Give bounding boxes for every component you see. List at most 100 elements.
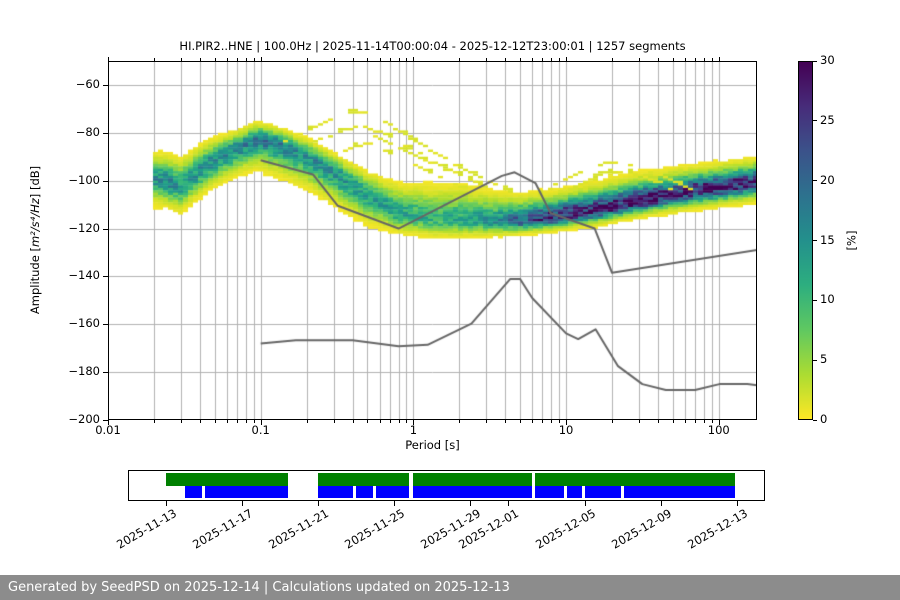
y-tick-label: −140 bbox=[68, 268, 100, 283]
x-tick-label: 0.01 bbox=[95, 423, 121, 437]
station-epoch-segment bbox=[535, 473, 735, 486]
y-tick-label: −100 bbox=[68, 172, 100, 187]
plot-title: HI.PIR2..HNE | 100.0Hz | 2025-11-14T00:0… bbox=[179, 39, 686, 53]
x-minor-tick bbox=[406, 420, 407, 423]
station-epoch-segment bbox=[317, 473, 410, 486]
x-major-tick bbox=[261, 420, 262, 425]
data-coverage-segment bbox=[205, 486, 288, 498]
x-tick-label: 0.1 bbox=[251, 423, 270, 437]
timeline-date-label: 2025-12-09 bbox=[608, 506, 674, 552]
timeline-tick bbox=[470, 501, 471, 506]
x-minor-tick-top bbox=[200, 58, 201, 61]
x-minor-tick-top bbox=[406, 58, 407, 61]
colorbar-tick-label: 25 bbox=[820, 112, 835, 127]
x-minor-tick bbox=[486, 420, 487, 423]
x-minor-tick-top bbox=[459, 58, 460, 61]
x-minor-tick bbox=[181, 420, 182, 423]
y-tick bbox=[103, 229, 108, 230]
x-minor-tick-top bbox=[673, 58, 674, 61]
x-minor-tick bbox=[695, 420, 696, 423]
x-minor-tick bbox=[154, 420, 155, 423]
x-minor-tick bbox=[399, 420, 400, 423]
timeline-box bbox=[128, 470, 765, 501]
x-minor-tick-top bbox=[246, 58, 247, 61]
y-tick-label: −200 bbox=[68, 412, 100, 426]
x-minor-tick bbox=[551, 420, 552, 423]
x-minor-tick-top bbox=[542, 58, 543, 61]
x-minor-tick bbox=[639, 420, 640, 423]
y-tick bbox=[103, 85, 108, 86]
colorbar-tick-label: 10 bbox=[820, 292, 835, 307]
ppsd-heatmap-canvas bbox=[108, 61, 757, 420]
timeline-tick bbox=[737, 501, 738, 506]
x-minor-tick-top bbox=[154, 58, 155, 61]
x-major-tick-top bbox=[108, 57, 109, 61]
timeline-date-label: 2025-11-17 bbox=[189, 506, 255, 552]
y-tick bbox=[103, 181, 108, 182]
x-minor-tick-top bbox=[551, 58, 552, 61]
x-minor-tick bbox=[559, 420, 560, 423]
x-minor-tick-top bbox=[559, 58, 560, 61]
timeline-date-label: 2025-11-21 bbox=[266, 506, 331, 552]
x-tick-label: 10 bbox=[558, 423, 574, 437]
x-minor-tick bbox=[307, 420, 308, 423]
x-minor-tick-top bbox=[505, 58, 506, 61]
x-minor-tick bbox=[334, 420, 335, 423]
colorbar bbox=[798, 61, 813, 420]
x-minor-tick-top bbox=[639, 58, 640, 61]
colorbar-tick-label: 30 bbox=[820, 53, 835, 67]
y-tick bbox=[103, 276, 108, 277]
y-tick bbox=[103, 133, 108, 134]
data-coverage-segment bbox=[567, 486, 583, 498]
x-minor-tick-top bbox=[215, 58, 216, 61]
timeline-tick bbox=[318, 501, 319, 506]
x-minor-tick-top bbox=[367, 58, 368, 61]
colorbar-tick bbox=[813, 240, 817, 241]
y-tick-label: −80 bbox=[75, 124, 100, 139]
x-minor-tick-top bbox=[334, 58, 335, 61]
x-minor-tick-top bbox=[254, 58, 255, 61]
x-minor-tick bbox=[390, 420, 391, 423]
data-coverage-segment bbox=[413, 486, 533, 498]
colorbar-tick-label: 20 bbox=[820, 172, 835, 187]
x-minor-tick-top bbox=[353, 58, 354, 61]
x-minor-tick-top bbox=[704, 58, 705, 61]
x-major-tick bbox=[719, 420, 720, 425]
colorbar-tick-label: 0 bbox=[820, 412, 828, 426]
timeline-date-label: 2025-11-13 bbox=[113, 506, 179, 552]
data-coverage-segment bbox=[317, 486, 353, 498]
data-coverage-segment bbox=[624, 486, 735, 498]
y-tick bbox=[103, 420, 108, 421]
x-minor-tick bbox=[380, 420, 381, 423]
timeline-tick bbox=[508, 501, 509, 506]
timeline-tick bbox=[394, 501, 395, 506]
x-major-tick-top bbox=[566, 57, 567, 61]
data-coverage-segment bbox=[535, 486, 564, 498]
y-tick bbox=[103, 372, 108, 373]
y-tick bbox=[103, 324, 108, 325]
x-minor-tick-top bbox=[227, 58, 228, 61]
x-minor-tick bbox=[520, 420, 521, 423]
x-minor-tick-top bbox=[390, 58, 391, 61]
x-major-tick bbox=[566, 420, 567, 425]
x-minor-tick bbox=[227, 420, 228, 423]
x-major-tick-top bbox=[719, 57, 720, 61]
colorbar-tick-label: 15 bbox=[820, 232, 835, 247]
x-minor-tick bbox=[200, 420, 201, 423]
x-minor-tick bbox=[215, 420, 216, 423]
x-minor-tick bbox=[685, 420, 686, 423]
timeline-tick bbox=[585, 501, 586, 506]
y-tick-label: −180 bbox=[68, 364, 100, 379]
x-minor-tick bbox=[367, 420, 368, 423]
x-minor-tick bbox=[532, 420, 533, 423]
x-minor-tick-top bbox=[181, 58, 182, 61]
x-tick-label: 100 bbox=[707, 423, 730, 437]
timeline-tick bbox=[166, 501, 167, 506]
colorbar-tick-label: 5 bbox=[820, 352, 828, 367]
x-minor-tick bbox=[353, 420, 354, 423]
x-minor-tick-top bbox=[307, 58, 308, 61]
x-minor-tick bbox=[542, 420, 543, 423]
x-minor-tick-top bbox=[380, 58, 381, 61]
x-minor-tick bbox=[459, 420, 460, 423]
x-minor-tick bbox=[673, 420, 674, 423]
